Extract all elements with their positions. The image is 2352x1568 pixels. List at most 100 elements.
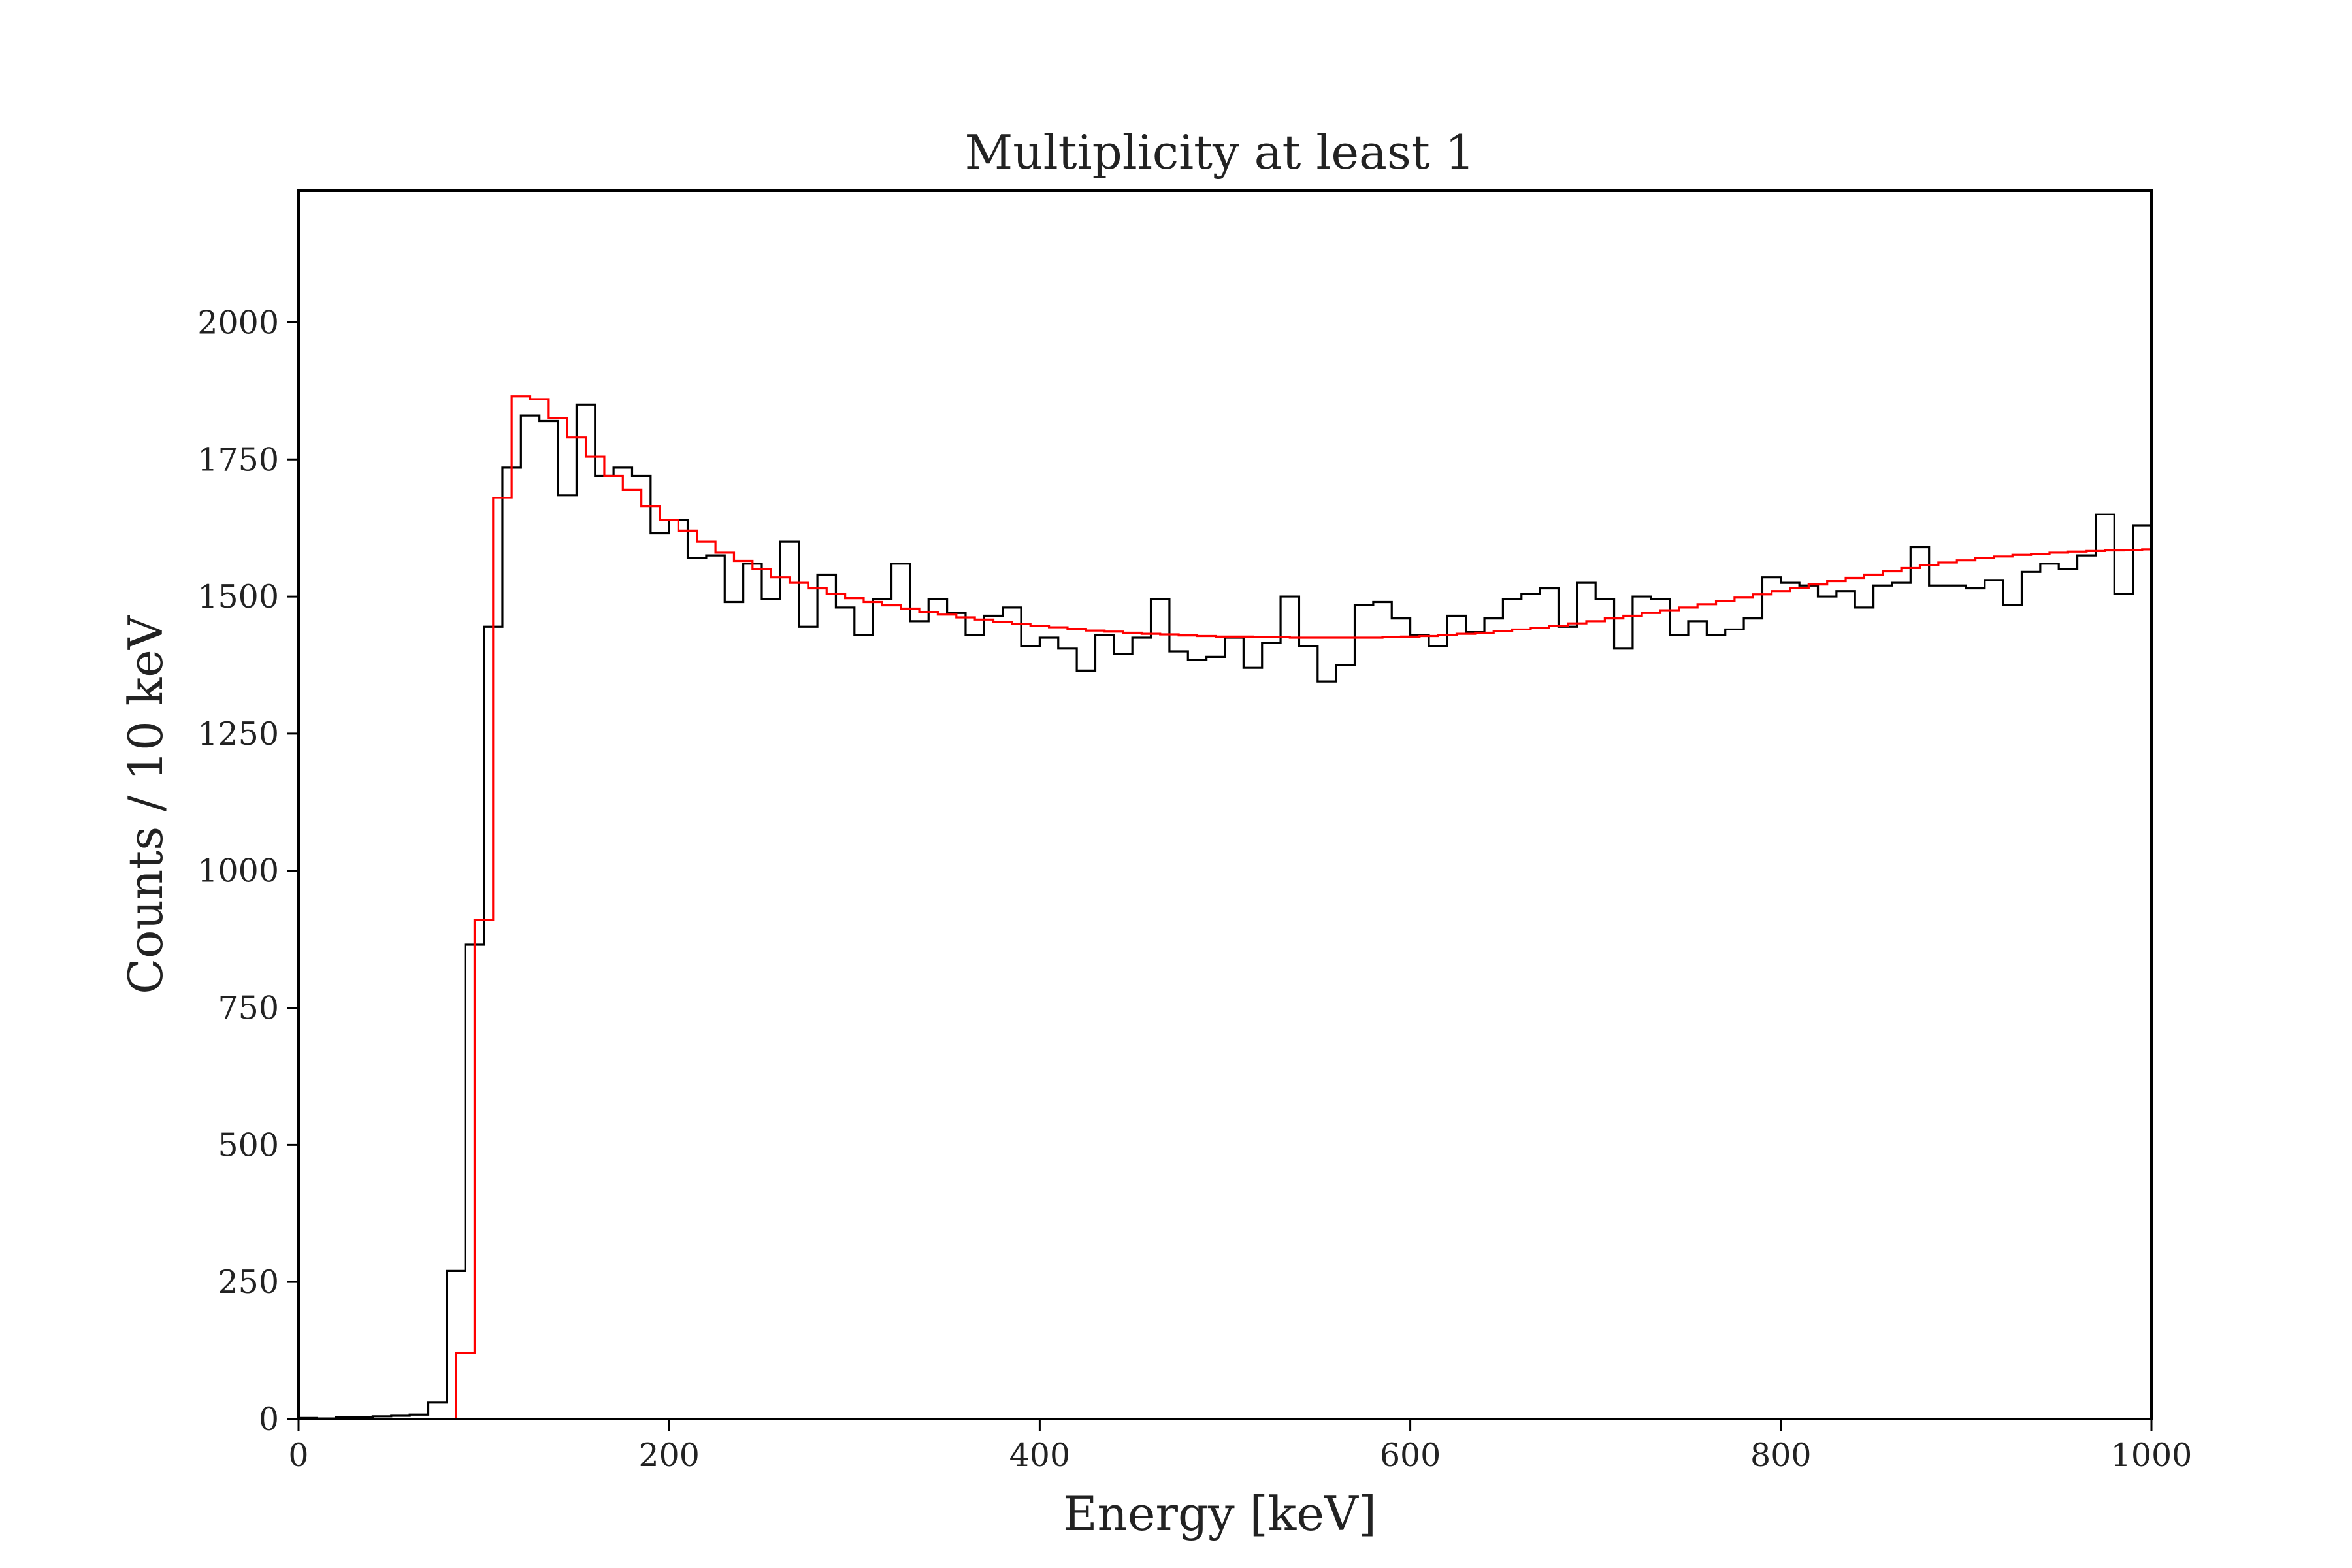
series-2-bin xyxy=(1531,628,1549,1419)
series-2-bin xyxy=(1808,585,1827,1419)
series-2-bin xyxy=(1827,581,1846,1419)
series-2-bin xyxy=(1772,591,1790,1419)
series-2-bin xyxy=(1068,629,1086,1419)
series-2-bin xyxy=(660,520,678,1419)
series-2-bin xyxy=(1141,634,1160,1419)
x-tick-label: 1000 xyxy=(2111,1437,2193,1474)
series-2-bin xyxy=(1735,598,1753,1419)
series-2-bin xyxy=(2031,554,2050,1419)
series-2-bin xyxy=(567,438,585,1419)
series-2-bin xyxy=(1438,635,1456,1419)
series-2-bin xyxy=(715,553,734,1419)
y-tick-label: 500 xyxy=(218,1126,279,1164)
series-2-bin xyxy=(1475,632,1494,1419)
series-2-bin xyxy=(1290,638,1308,1419)
series-2-bin xyxy=(1679,608,1697,1419)
series-2-bin xyxy=(1401,636,1419,1419)
series-2-bin xyxy=(1790,588,1808,1419)
series-2-bin xyxy=(1994,557,2012,1419)
series-2 xyxy=(455,395,2151,1420)
series-2-bin xyxy=(845,598,864,1419)
series-2-bin xyxy=(1901,568,1919,1419)
series-2-bin xyxy=(734,561,752,1419)
series-2-bin xyxy=(531,399,549,1419)
series-1 xyxy=(297,403,2151,1420)
series-2-bin xyxy=(1420,636,1438,1420)
series-2-bin xyxy=(1327,638,1345,1419)
series-2-bin xyxy=(1957,561,1975,1419)
series-2-bin xyxy=(1660,610,1678,1419)
series-2-bin xyxy=(2050,553,2068,1419)
x-tick-label: 600 xyxy=(1380,1437,1441,1474)
x-axis: 0 200 400 600 800 1000 xyxy=(288,1419,2192,1474)
series-2-bin xyxy=(975,619,993,1419)
x-tick-label: 800 xyxy=(1750,1437,1812,1474)
series-2-bin xyxy=(1234,636,1252,1419)
series-2-bin xyxy=(864,602,882,1419)
y-tick-label: 1250 xyxy=(197,715,279,753)
series-2-bin xyxy=(1030,626,1049,1419)
series-2-bin xyxy=(1697,604,1716,1419)
series-2-bin xyxy=(1586,621,1605,1419)
series-2-bin xyxy=(697,542,715,1419)
y-tick-label: 0 xyxy=(259,1401,279,1438)
series-2-bin xyxy=(642,506,660,1419)
series-2-bin xyxy=(549,418,567,1419)
series-2-bin xyxy=(1920,565,1938,1419)
series-2-bin xyxy=(512,397,530,1419)
series-2-bin xyxy=(790,583,808,1419)
series-2-bin xyxy=(1457,634,1475,1419)
series-2-bin xyxy=(1382,637,1401,1419)
chart-title: Multiplicity at least 1 xyxy=(965,125,1475,180)
series-1-bin xyxy=(429,1403,447,1419)
series-1-line xyxy=(297,403,2151,1420)
series-2-bin xyxy=(1197,636,1215,1420)
x-axis-label: Energy [keV] xyxy=(1063,1486,1377,1541)
series-2-bin xyxy=(753,569,771,1419)
series-2-bin xyxy=(1345,638,1364,1419)
series-2-bin xyxy=(1568,623,1586,1419)
series-2-bin xyxy=(771,578,789,1419)
series-2-bin xyxy=(2142,549,2151,1419)
series-2-bin xyxy=(1846,578,1864,1419)
series-2-bin xyxy=(1253,637,1271,1419)
series-2-bin xyxy=(1642,613,1660,1419)
series-2-bin xyxy=(2012,555,2031,1419)
series-2-bin xyxy=(623,489,641,1419)
series-2-bin xyxy=(1605,619,1623,1419)
series-2-bin xyxy=(956,617,975,1419)
series-2-bin xyxy=(882,606,900,1420)
y-tick-label: 1000 xyxy=(197,853,279,890)
series-2-bin xyxy=(1086,630,1104,1419)
series-2-bin xyxy=(901,609,919,1419)
series-2-bin xyxy=(1160,634,1179,1419)
series-2-bin xyxy=(1549,626,1567,1419)
series-2-bin xyxy=(1105,632,1123,1419)
y-tick-label: 1500 xyxy=(197,578,279,615)
series-2-bin xyxy=(493,498,512,1419)
series-2-bin xyxy=(1012,624,1030,1419)
series-2-bin xyxy=(2087,551,2105,1419)
series-2-bin xyxy=(2123,550,2142,1419)
series-2-bin xyxy=(1271,637,1290,1419)
series-layer xyxy=(297,395,2151,1420)
series-2-bin xyxy=(1179,636,1197,1419)
series-2-bin xyxy=(1512,629,1531,1419)
series-2-bin xyxy=(994,622,1012,1419)
series-2-bin xyxy=(2068,551,2086,1419)
series-2-bin xyxy=(1864,575,1882,1420)
series-2-bin xyxy=(1123,632,1141,1419)
x-tick-label: 200 xyxy=(638,1437,700,1474)
series-2-bin xyxy=(826,594,845,1419)
series-2-line xyxy=(455,395,2151,1419)
x-tick-label: 0 xyxy=(288,1437,308,1474)
series-2-bin xyxy=(1494,631,1512,1419)
series-2-bin xyxy=(1216,636,1234,1419)
series-2-bin xyxy=(1309,638,1327,1419)
series-2-bin xyxy=(456,1353,474,1419)
y-axis-label: Counts / 10 keV xyxy=(118,614,173,994)
series-2-bin xyxy=(1624,615,1642,1419)
series-2-bin xyxy=(1049,627,1068,1419)
series-2-bin xyxy=(1976,558,1994,1419)
